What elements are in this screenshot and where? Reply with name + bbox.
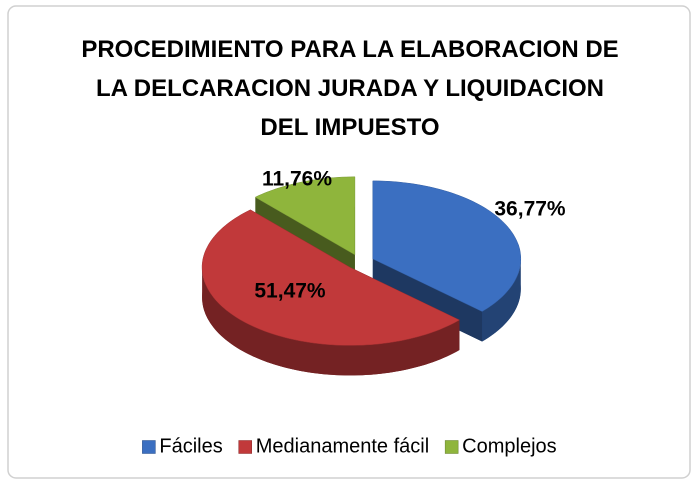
data-label: 11,76%	[262, 168, 332, 191]
slice-top	[201, 209, 460, 346]
slice-top	[254, 176, 356, 256]
data-label: 36,77%	[494, 198, 566, 221]
legend-swatch	[142, 440, 156, 454]
chart-title: PROCEDIMIENTO PARA LA ELABORACION DE LA …	[81, 36, 619, 141]
slice-wall	[202, 267, 460, 376]
slice-top	[372, 180, 522, 312]
data-label: 51,47%	[254, 280, 326, 303]
legend-label: Medianamente fácil	[256, 435, 429, 457]
legend-label: Fáciles	[159, 435, 222, 457]
legend-swatch	[444, 440, 459, 454]
legend-label: Complejos	[462, 435, 556, 457]
legend-swatch	[238, 440, 252, 454]
pie-slice	[201, 209, 460, 376]
slice-wall	[482, 258, 521, 342]
